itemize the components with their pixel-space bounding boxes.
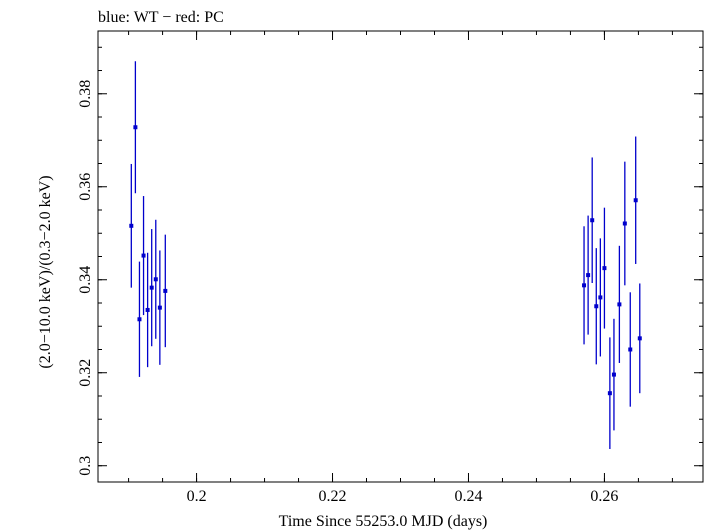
data-point: [157, 250, 162, 365]
data-marker: [633, 198, 638, 203]
data-point: [628, 292, 633, 407]
data-marker: [594, 304, 599, 309]
data-point: [622, 161, 627, 286]
data-point: [582, 226, 587, 345]
data-point: [163, 234, 168, 348]
data-point: [137, 261, 142, 377]
data-marker: [598, 295, 603, 300]
data-point: [141, 196, 146, 316]
y-axis-label: (2.0−10.0 keV)/(0.3−2.0 keV): [37, 175, 54, 368]
data-marker: [617, 302, 622, 307]
data-point: [590, 157, 595, 284]
plot-frame: [97, 30, 704, 483]
data-marker: [628, 347, 633, 352]
x-axis-label: Time Since 55253.0 MJD (days): [279, 513, 488, 530]
y-tick-label: 0.34: [77, 266, 94, 294]
data-point: [607, 337, 612, 449]
data-point: [153, 219, 158, 339]
data-point: [594, 248, 599, 365]
x-tick-label: 0.24: [454, 488, 482, 505]
data-marker: [133, 125, 138, 130]
data-marker: [607, 391, 612, 396]
data-marker: [129, 223, 134, 228]
data-marker: [157, 305, 162, 310]
y-tick-label: 0.36: [77, 173, 94, 201]
chart-title: blue: WT − red: PC: [98, 9, 224, 26]
data-point: [617, 245, 622, 363]
x-tick-label: 0.22: [319, 488, 347, 505]
x-tick-labels: 0.2 0.22 0.24 0.26: [187, 488, 619, 505]
data-marker: [590, 218, 595, 223]
minor-ticks: [98, 31, 703, 482]
y-tick-label: 0.38: [77, 80, 94, 108]
data-marker: [153, 277, 158, 282]
data-marker: [602, 266, 607, 271]
major-ticks: [98, 31, 703, 482]
data-point: [145, 252, 150, 368]
data-point: [598, 238, 603, 357]
y-tick-label: 0.3: [77, 456, 94, 476]
data-marker: [149, 285, 154, 290]
y-tick-labels: 0.3 0.32 0.34 0.36 0.38: [77, 80, 94, 476]
data-points: [129, 61, 642, 449]
data-marker: [145, 307, 150, 312]
data-point: [611, 318, 616, 431]
data-marker: [137, 317, 142, 322]
data-point: [149, 229, 154, 347]
data-marker: [637, 336, 642, 341]
x-tick-label: 0.2: [187, 488, 207, 505]
data-marker: [622, 221, 627, 226]
data-marker: [611, 372, 616, 377]
data-point: [586, 215, 591, 335]
data-marker: [163, 288, 168, 293]
y-tick-label: 0.32: [77, 359, 94, 387]
data-point: [602, 207, 607, 329]
data-point: [133, 61, 138, 194]
x-tick-label: 0.26: [590, 488, 618, 505]
data-point: [129, 163, 134, 288]
data-marker: [141, 253, 146, 258]
data-point: [633, 136, 638, 264]
data-marker: [586, 273, 591, 278]
data-marker: [582, 283, 587, 288]
data-point: [637, 283, 642, 394]
